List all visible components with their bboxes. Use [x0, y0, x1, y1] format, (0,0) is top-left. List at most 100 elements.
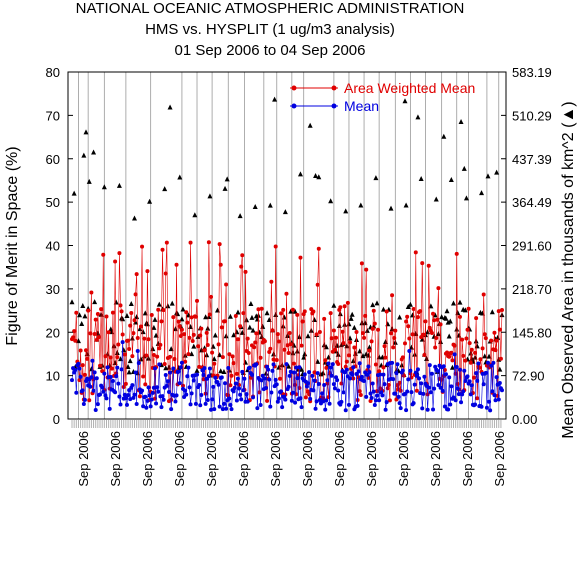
area-triangle-point: [168, 346, 174, 352]
mean-point: [310, 373, 315, 378]
area-weighted-point: [212, 361, 217, 366]
series-line: [71, 342, 503, 411]
mean-point: [76, 361, 81, 366]
area-weighted-point: [206, 240, 211, 245]
area-weighted-point: [88, 331, 93, 336]
area-triangle-point: [454, 326, 460, 332]
mean-point: [244, 392, 249, 397]
area-weighted-point: [332, 347, 337, 352]
area-triangle-point: [288, 308, 294, 314]
area-triangle-point: [316, 174, 322, 180]
mean-point: [355, 403, 360, 408]
mean-point: [195, 372, 200, 377]
mean-point: [82, 397, 87, 402]
area-triangle-point: [313, 172, 319, 178]
mean-point: [131, 395, 136, 400]
area-weighted-point: [475, 396, 480, 401]
mean-point: [128, 397, 133, 402]
area-triangle-point: [134, 314, 140, 320]
area-triangle-point: [239, 329, 245, 335]
mean-point: [408, 368, 413, 373]
mean-point: [287, 373, 292, 378]
area-weighted-point: [360, 331, 365, 336]
x-tick-label: Sep 2006: [76, 431, 91, 487]
area-weighted-point: [202, 348, 207, 353]
area-triangle-point: [83, 129, 89, 135]
area-triangle-point: [221, 369, 227, 375]
mean-point: [312, 378, 317, 383]
mean-point: [249, 372, 254, 377]
area-triangle-point: [458, 119, 464, 125]
left-tick-label: 0: [53, 412, 60, 427]
mean-point: [126, 393, 131, 398]
left-tick-label: 60: [46, 152, 60, 167]
mean-point: [130, 383, 135, 388]
area-weighted-point: [433, 345, 438, 350]
area-triangle-point: [418, 176, 424, 182]
area-triangle-point: [151, 324, 157, 330]
area-triangle-point: [302, 351, 308, 357]
mean-point: [90, 358, 95, 363]
mean-point: [456, 392, 461, 397]
area-weighted-point: [370, 326, 375, 331]
mean-point: [164, 383, 169, 388]
area-weighted-point: [144, 353, 149, 358]
area-weighted-point: [201, 377, 206, 382]
area-weighted-point: [497, 327, 502, 332]
area-weighted-point: [434, 336, 439, 341]
mean-point: [108, 374, 113, 379]
mean-point: [229, 407, 234, 412]
mean-point: [484, 405, 489, 410]
area-weighted-point: [160, 247, 165, 252]
area-weighted-point: [384, 309, 389, 314]
mean-point: [356, 369, 361, 374]
area-triangle-point: [380, 306, 386, 312]
area-weighted-point: [113, 259, 118, 264]
area-weighted-point: [158, 342, 163, 347]
mean-point: [428, 390, 433, 395]
area-triangle-point: [224, 176, 230, 182]
mean-point: [186, 365, 191, 370]
area-weighted-point: [109, 366, 114, 371]
mean-point: [373, 398, 378, 403]
area-weighted-point: [137, 394, 142, 399]
area-weighted-point: [149, 313, 154, 318]
legend: Area Weighted Mean Mean: [290, 80, 475, 114]
right-tick-label: 291.60: [512, 239, 552, 254]
area-weighted-point: [481, 292, 486, 297]
mean-point: [306, 381, 311, 386]
mean-point: [206, 374, 211, 379]
area-weighted-point: [438, 322, 443, 327]
mean-point: [288, 369, 293, 374]
mean-point: [160, 394, 165, 399]
mean-point: [89, 375, 94, 380]
area-triangle-point: [447, 318, 453, 324]
mean-point: [267, 377, 272, 382]
area-weighted-point: [342, 304, 347, 309]
mean-point: [159, 405, 164, 410]
mean-point: [497, 380, 502, 385]
area-triangle-point: [162, 186, 168, 192]
area-weighted-point: [436, 286, 441, 291]
area-weighted-point: [466, 306, 471, 311]
mean-point: [187, 385, 192, 390]
area-weighted-point: [157, 346, 162, 351]
area-weighted-point: [177, 324, 182, 329]
x-tick-label: Sep 2006: [268, 431, 283, 487]
area-weighted-point: [275, 332, 280, 337]
area-triangle-point: [402, 98, 408, 104]
mean-point: [412, 382, 417, 387]
area-weighted-point: [339, 381, 344, 386]
area-weighted-point: [223, 319, 228, 324]
area-triangle-point: [376, 354, 382, 360]
mean-point: [451, 395, 456, 400]
mean-point: [467, 379, 472, 384]
area-triangle-point: [366, 344, 372, 350]
area-weighted-point: [368, 399, 373, 404]
mean-point: [370, 381, 375, 386]
mean-point: [455, 386, 460, 391]
area-weighted-point: [334, 335, 339, 340]
area-triangle-point: [473, 338, 479, 344]
mean-point: [165, 379, 170, 384]
mean-point: [398, 406, 403, 411]
